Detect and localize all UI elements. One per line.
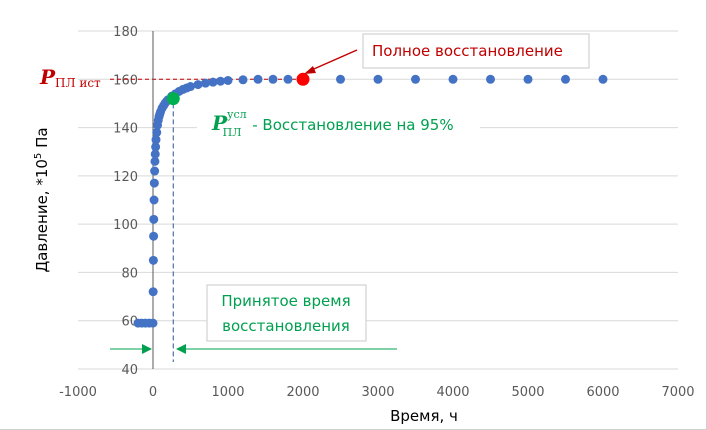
data-point-0-49 (561, 74, 570, 84)
data-point-0-11 (150, 166, 160, 176)
data-point-0-50 (598, 74, 608, 84)
full-recovery-box (362, 33, 590, 69)
y-tick-label-0: 40 (121, 363, 138, 378)
accepted-time-line1: Принятое время (221, 292, 350, 310)
x-tick-label-5: 4000 (436, 385, 469, 400)
data-point-0-5 (148, 287, 158, 297)
accepted-time-line2: восстановления (222, 317, 350, 335)
x-tick-label-2: 1000 (211, 385, 244, 400)
data-point-0-6 (148, 255, 158, 265)
y-tick-label-2: 80 (121, 266, 138, 281)
data-point-0-14 (151, 142, 161, 152)
x-axis-title: Время, ч (390, 407, 458, 425)
x-tick-label-4: 3000 (361, 385, 394, 400)
data-point-0-40 (268, 74, 278, 84)
data-point-0-45 (411, 74, 420, 84)
p-ist-label: PПЛ ист (39, 65, 101, 90)
highlight-points (166, 72, 310, 106)
data-point-0-10 (149, 178, 159, 188)
data-point-0-47 (486, 74, 495, 84)
time-arrow-left-head (142, 344, 152, 354)
p-ist-subscript: ПЛ ист (55, 76, 101, 90)
data-point-0-32 (186, 82, 195, 92)
y-tick-label-5: 140 (113, 122, 138, 137)
highlight-point-1 (166, 92, 180, 106)
p-ist-symbol: P (39, 65, 56, 89)
x-tick-label-3: 2000 (286, 385, 319, 400)
data-point-0-44 (373, 74, 383, 84)
x-tick-labels: -1000 0 1000 2000 3000 4000 5000 6000 7000 (59, 385, 694, 400)
data-point-0-35 (208, 77, 218, 87)
p-usl-subscript: ПЛ (223, 126, 242, 139)
full-recovery-text: Полное восстановление (372, 42, 563, 60)
time-arrow-right-head (176, 344, 186, 354)
data-point-0-9 (149, 195, 159, 205)
data-point-0-34 (201, 78, 210, 88)
data-point-0-7 (149, 231, 159, 241)
p-usl-superscript: усл (227, 108, 247, 121)
x-tick-label-0: -1000 (59, 385, 97, 400)
data-point-0-48 (523, 74, 533, 84)
y-tick-label-1: 60 (121, 315, 138, 330)
y-tick-label-7: 180 (113, 25, 138, 40)
y-axis-title-tail: Па (33, 127, 51, 152)
data-point-0-13 (150, 149, 160, 159)
data-point-0-38 (238, 75, 248, 85)
data-point-0-39 (253, 74, 263, 84)
y-tick-label-3: 100 (113, 218, 138, 233)
data-point-0-36 (216, 76, 225, 86)
data-point-0-4 (148, 318, 158, 328)
data-point-0-8 (149, 214, 159, 224)
accepted-time-box (206, 284, 367, 342)
partial-recovery-label: Pусл ПЛ - Восстановление на 95% (211, 108, 454, 139)
y-axis-title-main: Давление, *10 (33, 159, 51, 272)
x-tick-label-6: 5000 (511, 385, 544, 400)
highlight-point-0 (296, 72, 310, 86)
data-point-0-12 (150, 156, 160, 166)
x-tick-label-1: 0 (149, 385, 157, 400)
data-point-0-16 (152, 127, 162, 137)
data-point-0-15 (151, 135, 161, 145)
y-tick-labels: 40 60 80 100 120 140 160 180 (113, 25, 138, 378)
full-recovery-arrow (306, 49, 358, 73)
y-axis-title: Давление, *105 Па (33, 127, 51, 272)
data-point-0-33 (193, 80, 203, 90)
x-tick-label-8: 7000 (661, 385, 694, 400)
full-recovery-arrowhead (304, 66, 316, 74)
data-point-0-46 (448, 74, 458, 84)
p-usl-text: - Восстановление на 95% (247, 116, 453, 134)
y-tick-label-6: 160 (113, 73, 138, 88)
y-axis-title-sup: 5 (33, 153, 44, 159)
partial-recovery-box (197, 102, 480, 146)
p-usl-symbol: P (211, 111, 228, 135)
y-tick-label-4: 120 (113, 170, 138, 185)
data-point-0-41 (283, 74, 293, 84)
data-point-0-43 (336, 74, 345, 84)
x-tick-label-7: 6000 (586, 385, 619, 400)
data-point-0-37 (223, 75, 233, 85)
